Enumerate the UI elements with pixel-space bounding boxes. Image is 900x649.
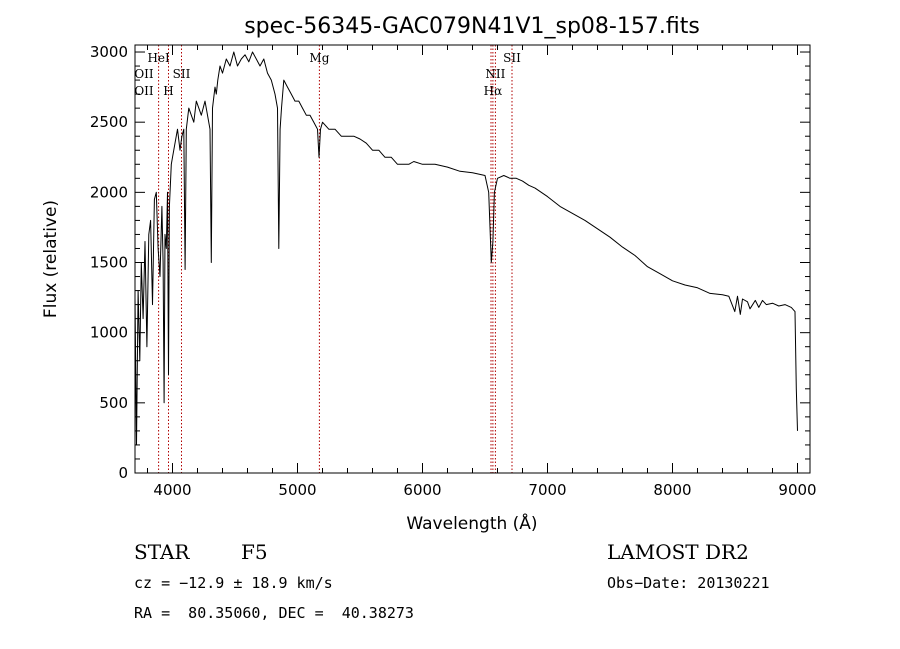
y-axis-label: Flux (relative)	[41, 200, 61, 318]
axis-ticks: 4000 5000 6000 7000 8000 9000 0 500 1000 1500 2000…	[90, 43, 817, 499]
y-tick-label: 2000	[90, 183, 128, 201]
line-label: OII	[134, 84, 154, 98]
y-tick-label: 3000	[90, 43, 128, 61]
line-label: H	[163, 84, 173, 98]
line-label: Mg	[309, 51, 329, 65]
y-tick-label: 1000	[90, 324, 128, 342]
x-tick-label: 6000	[403, 481, 441, 499]
x-tick-label: 8000	[653, 481, 691, 499]
x-tick-label: 7000	[528, 481, 566, 499]
line-label: Hα	[484, 84, 503, 98]
y-tick-label: 500	[99, 394, 128, 412]
obs-date: Obs−Date: 20130221	[607, 574, 770, 592]
x-tick-label: 9000	[778, 481, 816, 499]
object-class: STAR	[134, 540, 190, 564]
chart-title: spec-56345-GAC079N41V1_sp08-157.fits	[244, 14, 700, 39]
plot-frame	[134, 44, 811, 474]
x-tick-label: 4000	[153, 481, 191, 499]
y-tick-label: 2500	[90, 113, 128, 131]
x-tick-label: 5000	[278, 481, 316, 499]
line-label: SII	[173, 67, 191, 81]
velocity-readout: cz = −12.9 ± 18.9 km/s	[134, 574, 333, 592]
y-tick-label: 1500	[90, 254, 128, 272]
survey-name: LAMOST DR2	[607, 540, 749, 564]
spectrum-series	[134, 51, 798, 446]
object-subclass: F5	[241, 540, 268, 564]
coordinates: RA = 80.35060, DEC = 40.38273	[134, 604, 414, 622]
y-tick-label: 0	[118, 464, 128, 482]
x-axis-label: Wavelength (Å)	[406, 512, 537, 534]
spectrum-line	[134, 51, 798, 446]
line-label: OII	[134, 67, 154, 81]
line-label: HeI	[147, 51, 170, 65]
line-label: NII	[485, 67, 505, 81]
line-label: SII	[503, 51, 521, 65]
